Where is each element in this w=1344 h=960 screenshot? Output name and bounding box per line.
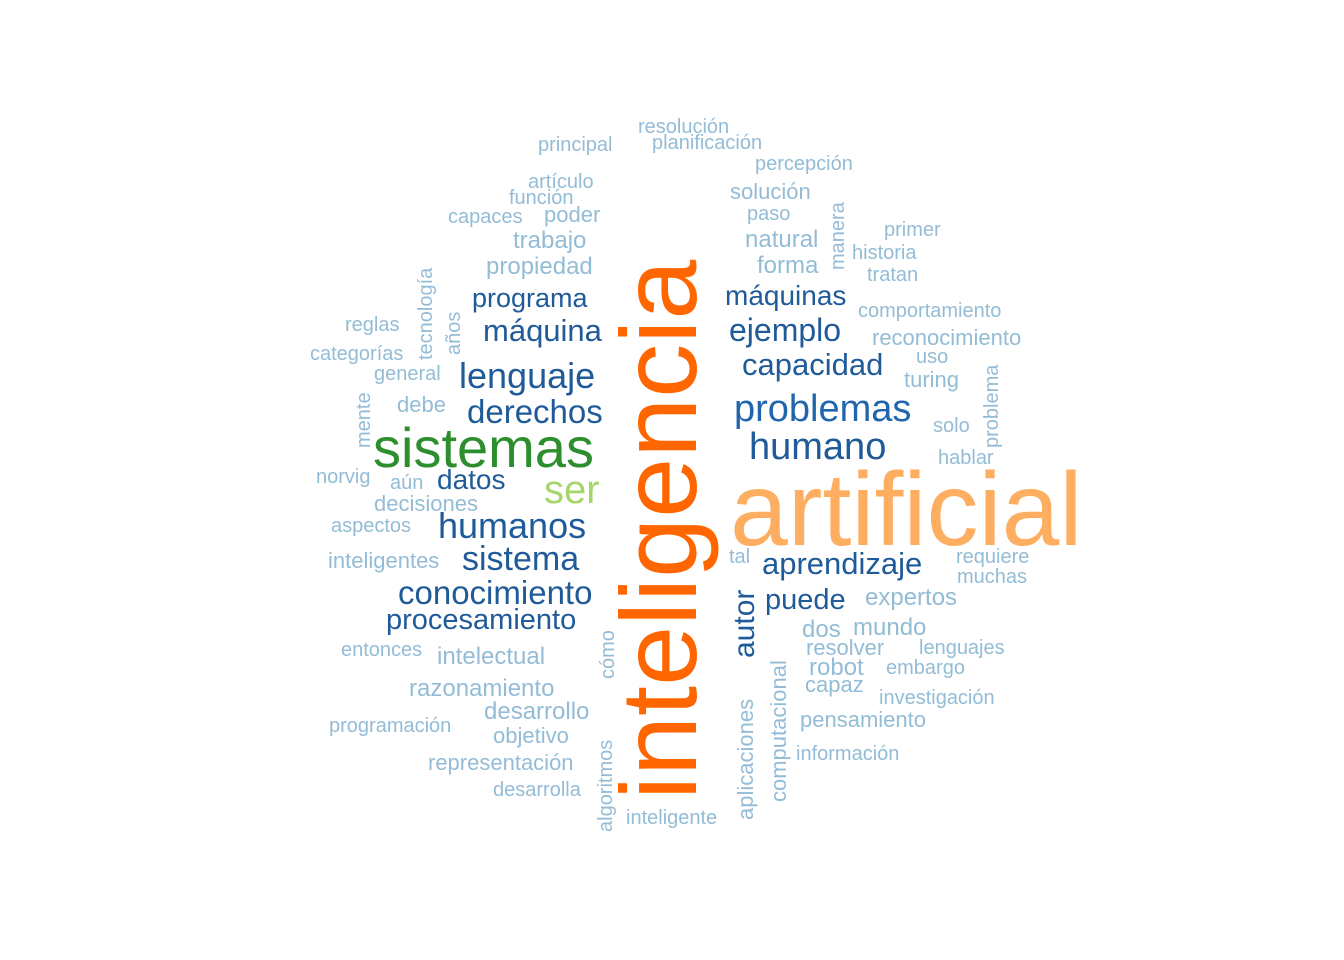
word-solo: solo: [933, 415, 970, 437]
word-maquina: máquina: [483, 313, 602, 348]
word-lenguaje: lenguaje: [459, 355, 596, 396]
word-principal: principal: [538, 134, 613, 156]
word-autor: autor: [728, 589, 761, 658]
word-resolucion: resolución: [638, 116, 730, 138]
word-manera: manera: [827, 202, 849, 270]
word-datos: datos: [437, 464, 506, 495]
word-primer: primer: [884, 219, 941, 241]
word-trabajo: trabajo: [513, 227, 587, 254]
word-capaz: capaz: [805, 672, 864, 697]
word-requiere: requiere: [956, 546, 1030, 568]
word-planificacion: planificación: [652, 132, 763, 154]
word-humano: humano: [749, 426, 887, 468]
word-programacion: programación: [329, 715, 452, 737]
word-natural: natural: [745, 226, 819, 253]
word-investigacion: investigación: [879, 687, 995, 709]
word-inteligente: inteligente: [626, 807, 718, 829]
word-mundo: mundo: [853, 614, 927, 641]
word-paso: paso: [747, 203, 791, 225]
word-sistema: sistema: [462, 540, 580, 578]
word-uso: uso: [916, 346, 949, 368]
word-aprendizaje: aprendizaje: [762, 546, 923, 581]
word-decisiones: decisiones: [374, 491, 478, 516]
word-puede: puede: [765, 584, 846, 616]
word-categorias: categorías: [310, 343, 404, 365]
word-computacional: computacional: [766, 660, 791, 802]
word-solucion: solución: [730, 179, 811, 204]
word-turing: turing: [904, 367, 960, 392]
word-problema: problema: [981, 364, 1003, 448]
word-artificial: artificial: [730, 452, 1083, 568]
word-objetivo: objetivo: [493, 723, 569, 748]
word-algoritmos: algoritmos: [595, 739, 617, 832]
word-ser: ser: [544, 468, 600, 512]
word-propiedad: propiedad: [486, 253, 593, 280]
word-sistemas: sistemas: [373, 416, 594, 479]
word-reglas: reglas: [345, 314, 400, 336]
word-embargo: embargo: [886, 657, 965, 679]
word-inteligentes: inteligentes: [328, 548, 440, 573]
word-inteligencia: inteligencia: [598, 259, 719, 800]
word-informacion: información: [796, 743, 900, 765]
word-comportamiento: comportamiento: [858, 300, 1002, 322]
word-aun: aún: [390, 472, 424, 494]
word-tecnologia: tecnología: [415, 267, 437, 360]
word-hablar: hablar: [938, 447, 994, 469]
word-como: cómo: [597, 630, 619, 679]
word-mente: mente: [353, 392, 375, 448]
word-articulo: artículo: [528, 171, 594, 193]
word-historia: historia: [852, 242, 917, 264]
word-conocimiento: conocimiento: [398, 574, 593, 611]
word-debe: debe: [397, 392, 446, 417]
word-procesamiento: procesamiento: [386, 604, 577, 636]
word-aplicaciones: aplicaciones: [733, 698, 758, 820]
word-humanos: humanos: [438, 505, 587, 546]
word-dos: dos: [802, 616, 841, 643]
word-general: general: [374, 363, 441, 385]
word-razonamiento: razonamiento: [409, 675, 555, 702]
word-forma: forma: [757, 252, 819, 279]
word-tratan: tratan: [867, 264, 919, 286]
word-ejemplo: ejemplo: [729, 312, 842, 348]
word-entonces: entonces: [341, 639, 423, 661]
word-robot: robot: [809, 654, 864, 681]
word-anos: años: [443, 311, 465, 355]
word-expertos: expertos: [865, 584, 958, 611]
word-intelectual: intelectual: [437, 643, 546, 670]
word-desarrollo: desarrollo: [484, 698, 590, 725]
word-lenguajes: lenguajes: [919, 637, 1005, 659]
word-capacidad: capacidad: [742, 347, 884, 382]
word-muchas: muchas: [957, 566, 1028, 588]
word-representacion: representación: [428, 750, 574, 775]
word-funcion: función: [509, 187, 574, 209]
word-derechos: derechos: [467, 393, 603, 430]
word-pensamiento: pensamiento: [800, 707, 926, 732]
word-capaces: capaces: [448, 206, 523, 228]
word-aspectos: aspectos: [331, 515, 412, 537]
word-percepcion: percepción: [755, 153, 853, 175]
word-norvig: norvig: [316, 466, 371, 488]
word-maquinas: máquinas: [725, 280, 847, 311]
word-poder: poder: [544, 202, 601, 227]
word-tal: tal: [729, 546, 751, 568]
word-programa: programa: [472, 283, 588, 313]
word-reconocimiento: reconocimiento: [872, 325, 1022, 350]
word-problemas: problemas: [734, 388, 912, 430]
word-desarrolla: desarrolla: [493, 779, 581, 801]
word-resolver: resolver: [806, 635, 885, 660]
